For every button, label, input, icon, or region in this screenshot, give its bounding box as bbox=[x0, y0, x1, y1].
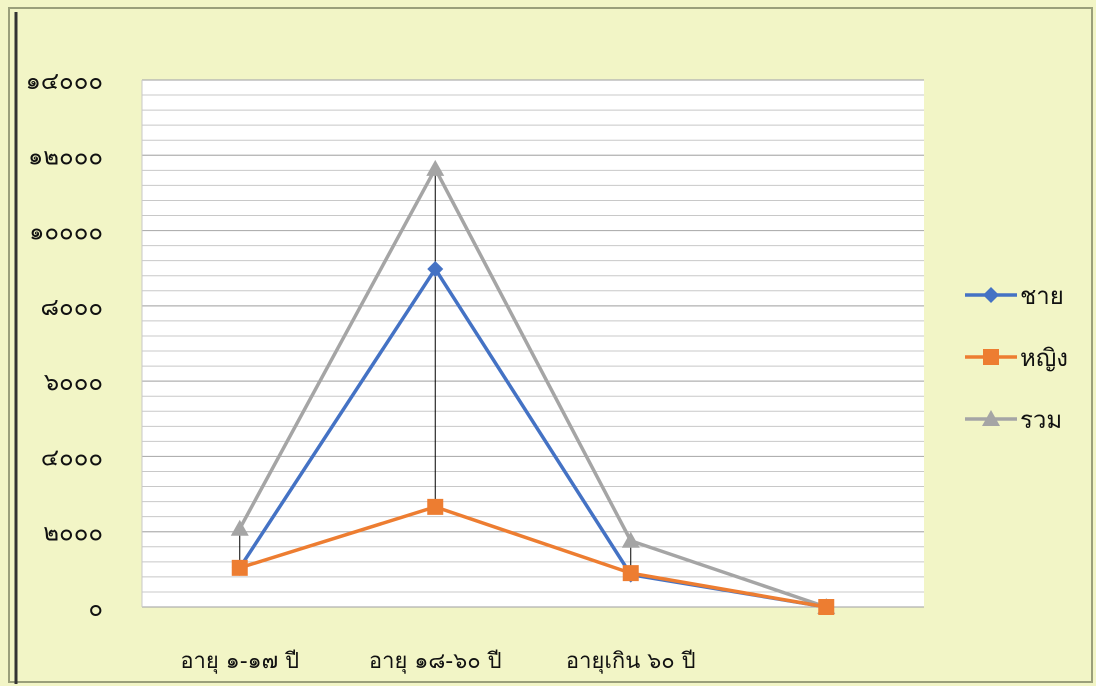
series-line bbox=[239, 505, 827, 609]
gridlines bbox=[141, 79, 924, 608]
legend-item: ชาย bbox=[965, 282, 1064, 310]
data-point bbox=[426, 159, 445, 176]
y-axis-labels: ๐ ๒๐๐๐ ๔๐๐๐ ๖๐๐๐ ๘๐๐๐ ๑๐๐๐๐ ๑๒๐๐๐ ๑๔๐๐๐ bbox=[26, 67, 103, 622]
legend-marker bbox=[983, 287, 999, 303]
data-point bbox=[427, 498, 444, 515]
plot-area bbox=[142, 80, 924, 607]
y-tick-label: ๔๐๐๐ bbox=[41, 443, 103, 471]
y-tick-label: ๐ bbox=[88, 594, 103, 622]
series-square bbox=[231, 498, 835, 615]
data-point bbox=[818, 599, 835, 615]
chart-border bbox=[8, 7, 1093, 683]
x-tick-label: อายุเกิน ๖๐ ปี bbox=[566, 649, 696, 674]
x-axis-labels: อายุ ๑-๑๗ ปี อายุ ๑๘-๖๐ ปี อายุเกิน ๖๐ ปี bbox=[180, 649, 695, 674]
x-tick-label: อายุ ๑๘-๖๐ ปี bbox=[369, 649, 502, 674]
y-tick-label: ๑๒๐๐๐ bbox=[28, 142, 103, 170]
series-line bbox=[238, 167, 827, 609]
data-point bbox=[621, 531, 640, 548]
legend-item: หญิง bbox=[965, 344, 1068, 372]
legend-label: หญิง bbox=[1020, 344, 1068, 372]
y-tick-label: ๑๐๐๐๐ bbox=[29, 218, 103, 246]
y-tick-label: ๘๐๐๐ bbox=[41, 293, 103, 321]
data-point bbox=[230, 519, 249, 536]
y-tick-label: ๑๔๐๐๐ bbox=[26, 67, 103, 95]
legend-item: รวม bbox=[965, 406, 1062, 434]
x-tick-label: อายุ ๑-๑๗ ปี bbox=[180, 649, 299, 674]
data-point bbox=[231, 559, 248, 576]
legend-label: รวม bbox=[1020, 406, 1062, 434]
legend-marker bbox=[983, 349, 999, 365]
series-group bbox=[230, 159, 836, 615]
data-point bbox=[427, 260, 444, 277]
legend-marker bbox=[982, 410, 1000, 426]
data-point bbox=[622, 565, 639, 582]
legend-label: ชาย bbox=[1020, 282, 1064, 310]
y-tick-label: ๖๐๐๐ bbox=[44, 368, 103, 396]
y-tick-label: ๒๐๐๐ bbox=[43, 519, 103, 547]
